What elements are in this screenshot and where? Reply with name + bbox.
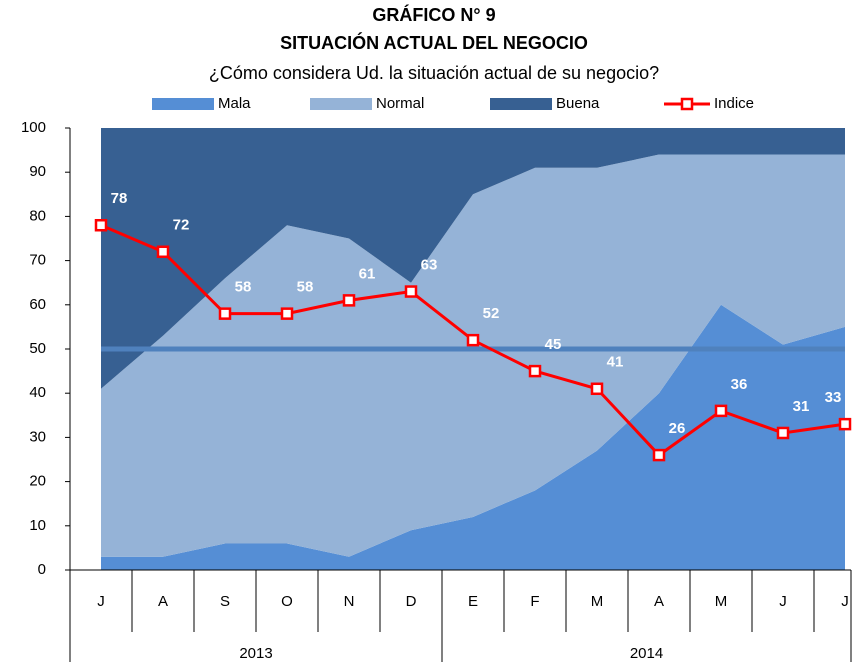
chart-description: ¿Cómo considera Ud. la situación actual … [209, 63, 659, 83]
data-label: 41 [607, 354, 624, 371]
x-tick-label: J [97, 593, 105, 610]
chart-subtitle: SITUACIÓN ACTUAL DEL NEGOCIO [280, 32, 588, 53]
index-marker [838, 417, 852, 431]
legend-label: Mala [218, 95, 251, 112]
legend-label: Indice [714, 95, 754, 112]
data-label: 61 [359, 265, 376, 282]
data-label: 63 [421, 257, 438, 274]
legend-marker [680, 97, 694, 111]
y-tick-label: 80 [29, 207, 46, 224]
index-marker [528, 364, 542, 378]
y-tick-label: 70 [29, 252, 46, 269]
legend-swatch [310, 98, 372, 110]
x-tick-label: S [220, 593, 230, 610]
data-label: 45 [545, 336, 562, 353]
x-tick-label: A [654, 593, 664, 610]
index-marker [776, 426, 790, 440]
area-mala [101, 304, 845, 570]
index-marker [218, 307, 232, 320]
area-normal [101, 154, 845, 557]
index-marker [652, 448, 666, 462]
y-tick-label: 40 [29, 384, 46, 401]
index-marker [590, 382, 604, 396]
x-tick-label: A [158, 593, 168, 610]
data-label: 36 [731, 376, 748, 393]
legend-label: Normal [376, 95, 424, 112]
y-tick-label: 90 [29, 163, 46, 180]
y-tick-label: 20 [29, 473, 46, 490]
legend-swatch [490, 98, 552, 110]
x-tick-label: N [344, 593, 355, 610]
y-tick-label: 10 [29, 517, 46, 534]
area-buena [101, 128, 845, 389]
chart-title: GRÁFICO N° 9 [372, 4, 495, 25]
data-label: 78 [111, 190, 128, 207]
index-marker [156, 245, 170, 259]
x-group-label: 2014 [630, 645, 663, 662]
x-tick-label: E [468, 593, 478, 610]
index-marker [466, 333, 480, 347]
y-tick-label: 50 [29, 340, 46, 357]
index-marker [714, 404, 728, 418]
data-label: 26 [669, 420, 686, 437]
x-tick-label: J [779, 593, 787, 610]
index-marker [404, 285, 418, 298]
data-label: 58 [235, 279, 252, 296]
x-tick-label: D [406, 593, 417, 610]
x-tick-label: O [281, 593, 293, 610]
data-label: 31 [793, 398, 810, 415]
x-tick-label: J [841, 593, 849, 610]
data-label: 33 [825, 389, 842, 406]
index-marker [94, 218, 108, 232]
x-group-label: 2013 [239, 645, 272, 662]
y-tick-label: 30 [29, 428, 46, 445]
data-label: 52 [483, 305, 500, 322]
index-marker [280, 307, 294, 320]
legend-swatch [152, 98, 214, 110]
x-tick-label: M [591, 593, 604, 610]
y-tick-label: 100 [21, 119, 46, 136]
index-marker [342, 294, 356, 307]
x-tick-label: M [715, 593, 728, 610]
data-label: 72 [173, 217, 190, 234]
y-tick-label: 0 [38, 561, 46, 578]
x-tick-label: F [530, 593, 539, 610]
y-tick-label: 60 [29, 296, 46, 313]
legend-label: Buena [556, 95, 600, 112]
data-label: 58 [297, 279, 314, 296]
